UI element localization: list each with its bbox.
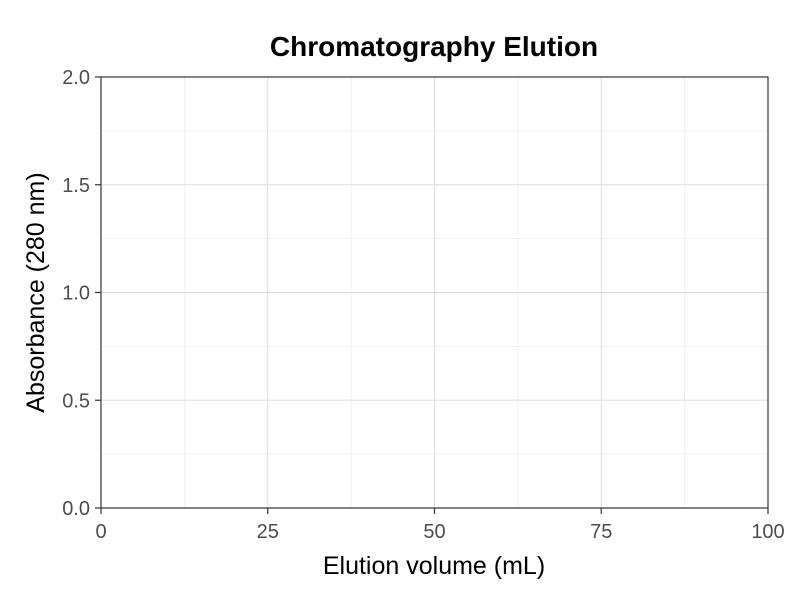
x-axis: 0 25 50 75 100 — [95, 508, 785, 543]
y-axis-title: Absorbance (280 nm) — [22, 172, 50, 412]
y-tick-label: 1.0 — [62, 283, 90, 305]
y-axis: 0.0 0.5 1.0 1.5 2.0 — [62, 67, 101, 520]
y-tick-label: 2.0 — [62, 67, 90, 89]
x-tick-label: 75 — [590, 521, 612, 543]
x-tick-label: 0 — [95, 521, 106, 543]
x-tick-label: 100 — [751, 521, 784, 543]
x-tick-label: 50 — [423, 521, 445, 543]
plot-panel — [100, 76, 769, 509]
chart-title: Chromatography Elution — [270, 31, 598, 62]
y-tick-label: 0.5 — [62, 390, 90, 412]
x-axis-title: Elution volume (mL) — [323, 552, 545, 580]
y-tick-label: 0.0 — [62, 498, 90, 520]
y-tick-label: 1.5 — [62, 175, 90, 197]
x-tick-label: 25 — [257, 521, 279, 543]
